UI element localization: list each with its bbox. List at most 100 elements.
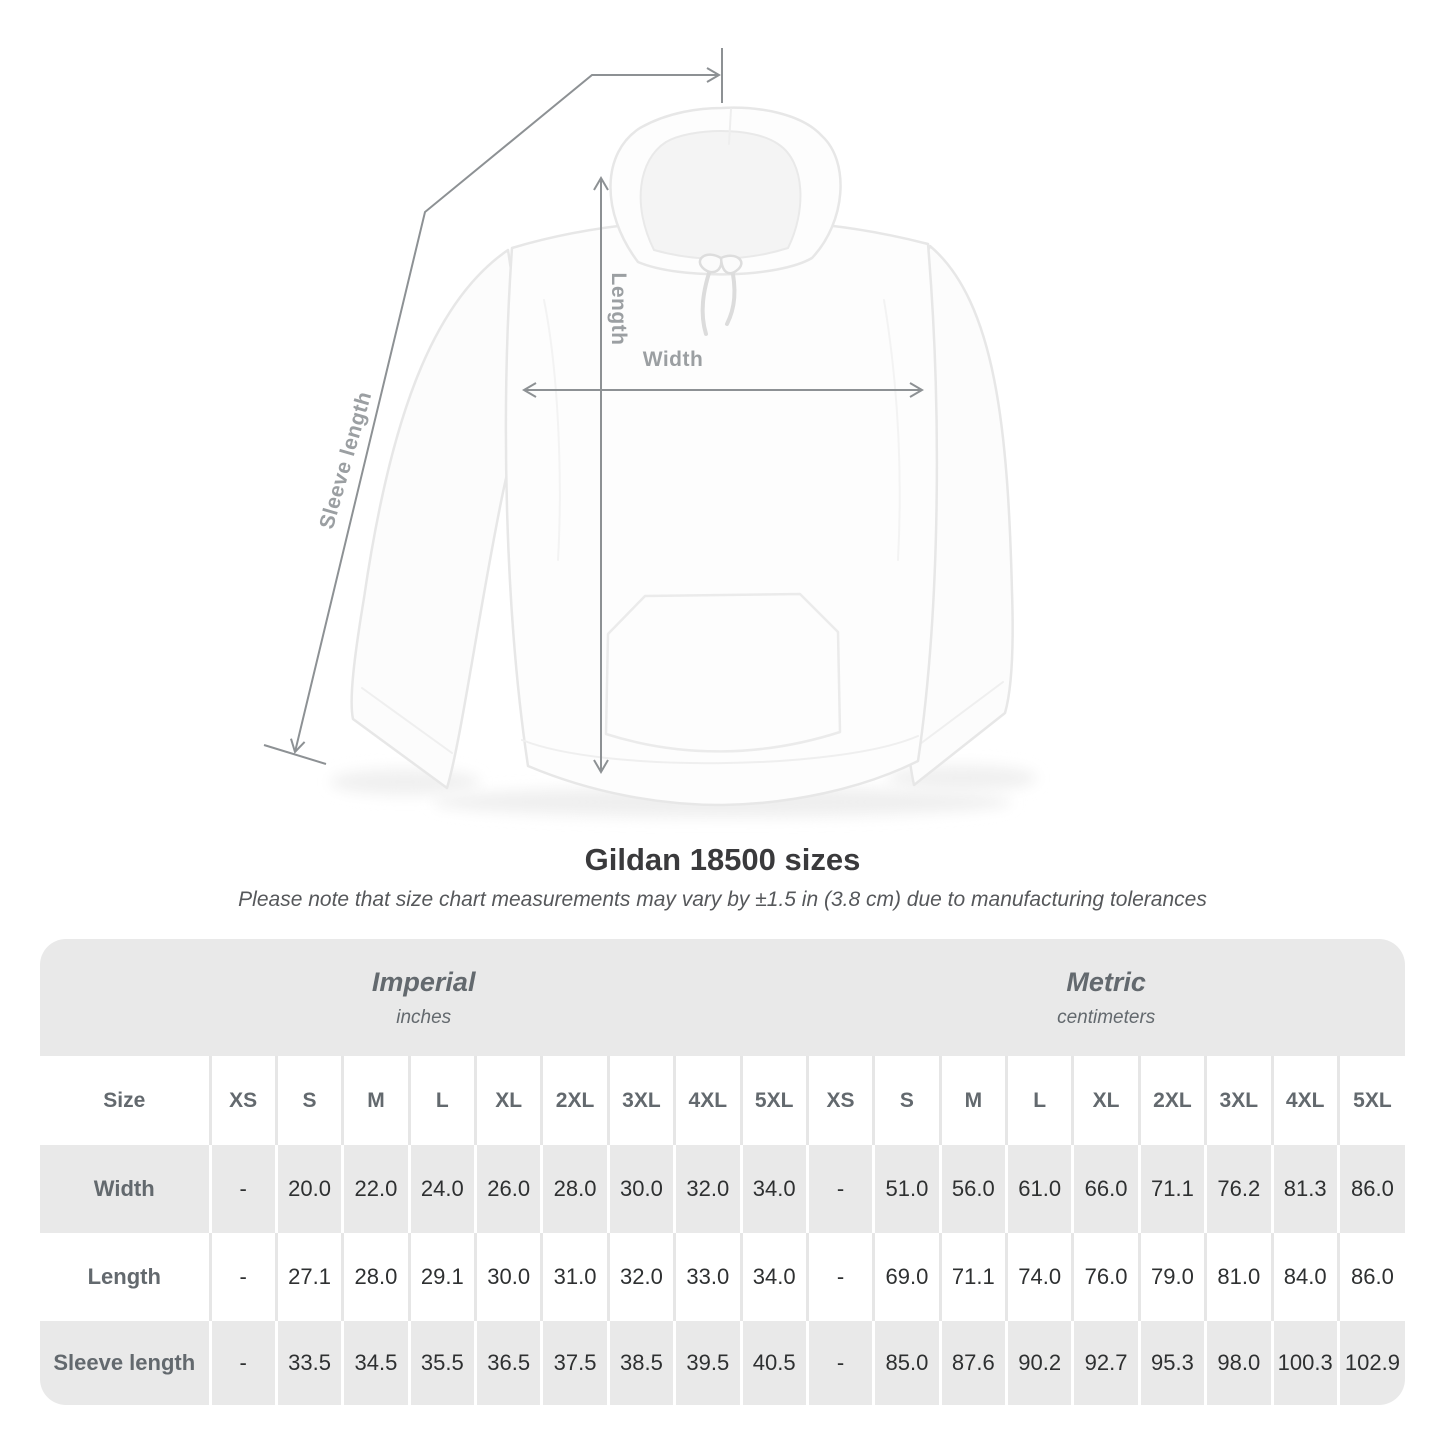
length-imperial-2xl: 31.0: [540, 1233, 609, 1321]
width-metric-3xl: 76.2: [1204, 1145, 1272, 1233]
sleeve-metric-xs: -: [805, 1321, 874, 1405]
length-imperial-xl: 30.0: [473, 1233, 542, 1321]
width-row: Width - 20.0 22.0 24.0 26.0 28.0 30.0 32…: [40, 1145, 1405, 1233]
sleeve-length-row: Sleeve length - 33.5 34.5 35.5 36.5 37.5…: [40, 1321, 1405, 1405]
width-imperial-xl: 26.0: [473, 1145, 542, 1233]
length-imperial-xs: -: [208, 1233, 277, 1321]
tolerance-note: Please note that size chart measurements…: [238, 888, 1207, 911]
sleeve-length-label: Sleeve length: [315, 389, 376, 532]
length-row: Length - 27.1 28.0 29.1 30.0 31.0 32.0 3…: [40, 1233, 1405, 1321]
sleeve-metric-xl: 92.7: [1071, 1321, 1140, 1405]
size-col-metric-s: S: [872, 1056, 941, 1145]
sleeve-imperial-l: 35.5: [407, 1321, 476, 1405]
metric-title: Metric: [1066, 966, 1146, 997]
width-metric-s: 51.0: [872, 1145, 941, 1233]
width-metric-xs: -: [805, 1145, 874, 1233]
metric-header: Metric centimeters: [807, 939, 1405, 1056]
length-imperial-l: 29.1: [407, 1233, 476, 1321]
sleeve-imperial-xs: -: [208, 1321, 277, 1405]
length-metric-4xl: 84.0: [1270, 1233, 1339, 1321]
sleeve-imperial-s: 33.5: [274, 1321, 343, 1405]
length-metric-m: 71.1: [938, 1233, 1007, 1321]
sleeve-metric-s: 85.0: [872, 1321, 941, 1405]
size-col-imperial-l: L: [407, 1056, 476, 1145]
width-metric-m: 56.0: [938, 1145, 1007, 1233]
length-imperial-s: 27.1: [274, 1233, 343, 1321]
width-imperial-m: 22.0: [341, 1145, 410, 1233]
sleeve-metric-3xl: 98.0: [1204, 1321, 1272, 1405]
row-label-sleeve-length: Sleeve length: [40, 1321, 210, 1405]
size-col-metric-l: L: [1004, 1056, 1073, 1145]
width-metric-2xl: 71.1: [1137, 1145, 1206, 1233]
length-imperial-4xl: 33.0: [673, 1233, 741, 1321]
sleeve-imperial-2xl: 37.5: [540, 1321, 609, 1405]
sleeve-imperial-m: 34.5: [341, 1321, 410, 1405]
sleeve-length-arrow: [290, 67, 721, 754]
length-metric-2xl: 79.0: [1137, 1233, 1206, 1321]
length-metric-xl: 76.0: [1071, 1233, 1140, 1321]
length-metric-5xl: 86.0: [1336, 1233, 1405, 1321]
size-col-imperial-4xl: 4XL: [673, 1056, 741, 1145]
imperial-title: Imperial: [371, 966, 476, 997]
length-metric-xs: -: [805, 1233, 874, 1321]
width-metric-4xl: 81.3: [1270, 1145, 1339, 1233]
width-imperial-2xl: 28.0: [540, 1145, 609, 1233]
sleeve-imperial-3xl: 38.5: [606, 1321, 675, 1405]
width-imperial-3xl: 30.0: [606, 1145, 675, 1233]
sleeve-metric-l: 90.2: [1004, 1321, 1073, 1405]
hoodie-measurement-diagram: Length Width Sleeve length: [263, 48, 1037, 817]
size-header-cell: Size: [40, 1056, 210, 1145]
size-col-imperial-5xl: 5XL: [739, 1056, 808, 1145]
size-col-metric-2xl: 2XL: [1137, 1056, 1206, 1145]
width-metric-5xl: 86.0: [1336, 1145, 1405, 1233]
sleeve-imperial-4xl: 39.5: [673, 1321, 741, 1405]
sleeve-end-tick: [263, 744, 327, 765]
page-title: Gildan 18500 sizes: [584, 842, 861, 877]
size-col-imperial-2xl: 2XL: [540, 1056, 609, 1145]
width-imperial-s: 20.0: [274, 1145, 343, 1233]
size-table: Imperial inches Metric centimeters Size …: [40, 939, 1405, 1405]
row-label-length: Length: [40, 1233, 210, 1321]
metric-subtitle: centimeters: [1057, 1006, 1156, 1028]
length-metric-3xl: 81.0: [1204, 1233, 1272, 1321]
kangaroo-pocket: [604, 592, 842, 753]
size-col-metric-xs: XS: [805, 1056, 874, 1145]
width-imperial-4xl: 32.0: [673, 1145, 741, 1233]
size-col-metric-4xl: 4XL: [1270, 1056, 1339, 1145]
imperial-subtitle: inches: [396, 1006, 452, 1028]
length-label: Length: [607, 273, 630, 346]
length-imperial-m: 28.0: [341, 1233, 410, 1321]
size-col-metric-5xl: 5XL: [1336, 1056, 1405, 1145]
width-label: Width: [643, 348, 704, 371]
width-imperial-5xl: 34.0: [739, 1145, 808, 1233]
sleeve-metric-4xl: 100.3: [1270, 1321, 1339, 1405]
length-metric-s: 69.0: [872, 1233, 941, 1321]
size-col-metric-3xl: 3XL: [1204, 1056, 1272, 1145]
size-col-imperial-3xl: 3XL: [606, 1056, 675, 1145]
imperial-header: Imperial inches: [40, 939, 808, 1056]
size-col-imperial-s: S: [274, 1056, 343, 1145]
sleeve-metric-5xl: 102.9: [1336, 1321, 1405, 1405]
sleeve-metric-m: 87.6: [938, 1321, 1007, 1405]
width-metric-l: 61.0: [1004, 1145, 1073, 1233]
size-col-metric-xl: XL: [1071, 1056, 1140, 1145]
row-label-width: Width: [40, 1145, 210, 1233]
size-col-imperial-xs: XS: [208, 1056, 277, 1145]
measurement-arrows: [263, 48, 924, 774]
hood-opening: [639, 130, 802, 260]
width-imperial-l: 24.0: [407, 1145, 476, 1233]
width-metric-xl: 66.0: [1071, 1145, 1140, 1233]
length-imperial-3xl: 32.0: [606, 1233, 675, 1321]
left-sleeve: [350, 248, 533, 790]
hoodie-illustration: [350, 106, 1014, 807]
sleeve-imperial-xl: 36.5: [473, 1321, 542, 1405]
unit-band-row: Imperial inches Metric centimeters: [40, 939, 1405, 1056]
length-imperial-5xl: 34.0: [739, 1233, 808, 1321]
sleeve-imperial-5xl: 40.5: [739, 1321, 808, 1405]
width-imperial-xs: -: [208, 1145, 277, 1233]
size-header-row: Size XS S M L XL 2XL 3XL 4XL 5XL XS S M …: [40, 1056, 1405, 1145]
sleeve-metric-2xl: 95.3: [1137, 1321, 1206, 1405]
size-col-metric-m: M: [938, 1056, 1007, 1145]
size-col-imperial-m: M: [341, 1056, 410, 1145]
